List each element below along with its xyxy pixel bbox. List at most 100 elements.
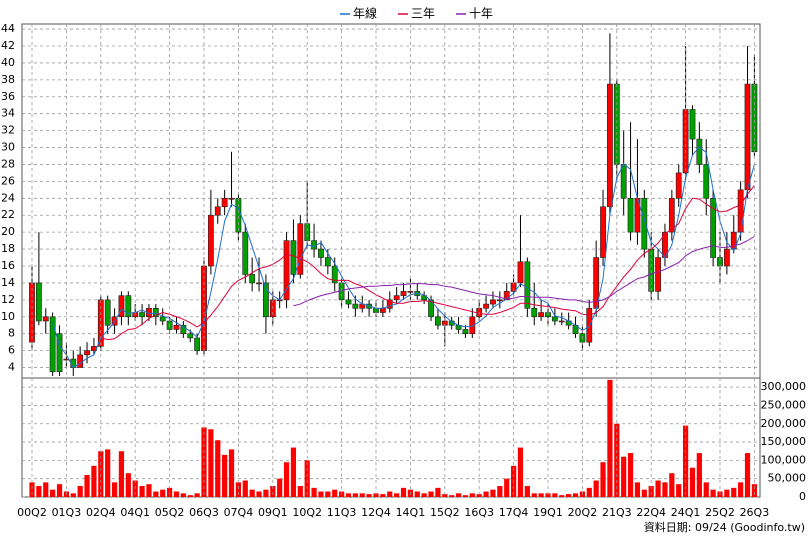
- volume-bar: [627, 453, 634, 497]
- volume-bar: [36, 486, 42, 497]
- volume-bar: [724, 489, 730, 497]
- y-tick-label: 0: [799, 490, 806, 503]
- y-tick-label: 34: [1, 107, 15, 120]
- volume-bar: [187, 495, 193, 497]
- y-tick-label: 22: [1, 208, 15, 221]
- legend-label: 三年: [411, 7, 435, 21]
- candle-body: [104, 299, 111, 326]
- volume-bar: [43, 482, 49, 497]
- candle-body: [655, 257, 661, 292]
- volume-bar: [105, 449, 111, 497]
- candle-body: [428, 299, 434, 318]
- candle-body: [256, 282, 262, 285]
- candle-body: [139, 312, 145, 318]
- x-tick-label: 11Q3: [327, 506, 357, 519]
- y-tick-label: 18: [1, 242, 15, 255]
- candle-body: [496, 299, 503, 302]
- volume-bar: [160, 489, 166, 497]
- candle-body: [386, 299, 393, 309]
- y-tick-label: 24: [1, 191, 15, 204]
- y-tick-label: 100,000: [761, 453, 807, 466]
- volume-bar: [297, 486, 303, 497]
- x-tick-label: 09Q1: [258, 506, 288, 519]
- candle-body: [352, 303, 359, 309]
- volume-bar: [744, 453, 751, 497]
- volume-bar: [153, 491, 159, 497]
- candle-body: [620, 164, 627, 199]
- candle-body: [737, 189, 744, 233]
- candle-body: [152, 308, 159, 318]
- volume-bar: [621, 456, 627, 497]
- candle-body: [407, 291, 414, 293]
- volume-bar: [572, 493, 579, 497]
- volume-bar: [676, 484, 682, 497]
- volume-bar: [504, 478, 510, 497]
- candle-body: [173, 324, 180, 330]
- candle-body: [84, 350, 90, 356]
- candle-body: [538, 312, 545, 318]
- candle-body: [723, 248, 730, 267]
- candle-body: [345, 299, 352, 305]
- candle-body: [435, 316, 441, 326]
- volume-bar: [56, 484, 63, 497]
- x-tick-label: 06Q3: [189, 506, 219, 519]
- volume-bar: [751, 484, 757, 497]
- volume-bar: [359, 493, 365, 497]
- volume-bar: [125, 473, 131, 497]
- x-tick-label: 19Q1: [533, 506, 563, 519]
- x-tick-label: 00Q2: [17, 506, 47, 519]
- volume-bar: [483, 491, 489, 497]
- candle-body: [290, 240, 297, 275]
- candle-body: [235, 198, 242, 233]
- volume-bar: [118, 451, 125, 497]
- candle-body: [118, 295, 125, 318]
- candle-body: [221, 198, 228, 208]
- volume-bar: [194, 493, 200, 497]
- candle-body: [696, 138, 703, 165]
- volume-bar: [703, 482, 709, 497]
- candle-body: [469, 316, 476, 334]
- volume-bar: [84, 475, 90, 497]
- candle-body: [125, 295, 132, 318]
- candle-body: [180, 324, 187, 334]
- legend-label: 十年: [469, 7, 493, 21]
- volume-bar: [366, 494, 372, 497]
- volume-bar: [710, 489, 716, 497]
- candle-body: [689, 109, 696, 140]
- x-tick-label: 20Q2: [568, 506, 598, 519]
- volume-bar: [455, 493, 462, 497]
- ma-line: [293, 235, 755, 307]
- y-tick-label: 42: [1, 39, 15, 52]
- volume-bar: [696, 453, 702, 497]
- volume-bar: [655, 480, 661, 497]
- volume-bar: [524, 486, 530, 497]
- candle-body: [49, 316, 56, 373]
- candle-body: [551, 316, 558, 322]
- y-tick-label: 6: [8, 344, 15, 357]
- volume-bar: [641, 489, 647, 497]
- candle-body: [421, 295, 428, 301]
- candle-body: [379, 308, 386, 313]
- volume-bar: [586, 487, 592, 497]
- volume-bar: [215, 440, 221, 497]
- candle-body: [283, 240, 290, 301]
- volume-bar: [77, 486, 83, 497]
- volume-bar: [373, 493, 379, 497]
- volume-bar: [387, 491, 393, 497]
- candle-body: [228, 198, 235, 200]
- volume-bar: [352, 493, 358, 497]
- volume-bar: [270, 486, 276, 497]
- y-tick-label: 250,000: [761, 398, 807, 411]
- volume-bar: [421, 493, 427, 497]
- volume-bar: [283, 462, 290, 497]
- volume-bar: [559, 495, 565, 497]
- volume-bar: [249, 489, 255, 497]
- volume-bar: [173, 491, 180, 497]
- y-tick-label: 300,000: [761, 380, 807, 393]
- y-tick-label: 10: [1, 310, 15, 323]
- candle-body: [249, 274, 256, 284]
- volume-bar: [538, 493, 544, 497]
- volume-bar: [394, 493, 400, 497]
